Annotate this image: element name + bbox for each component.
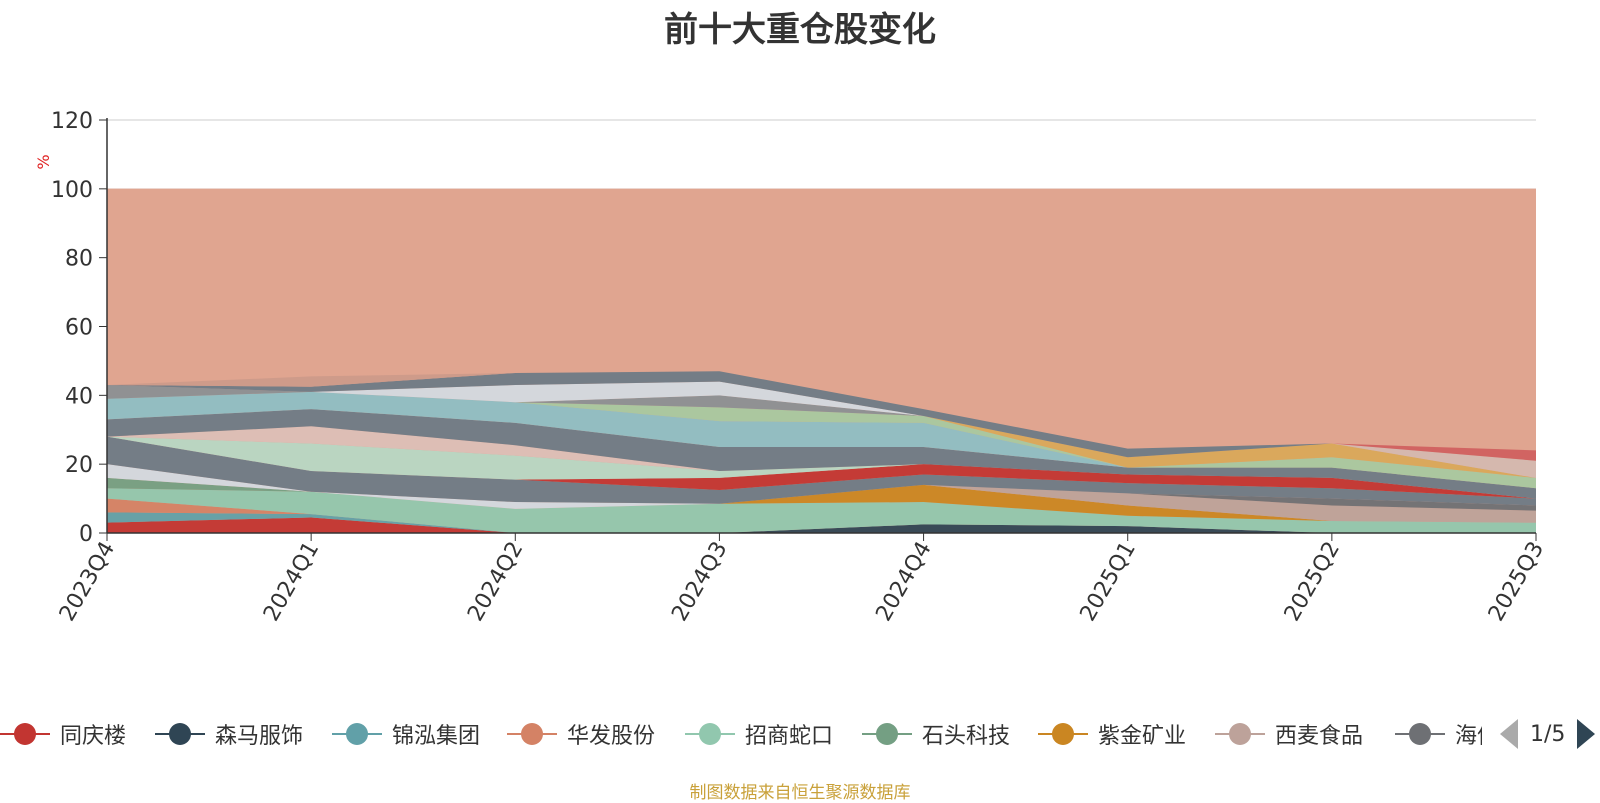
legend-marker-icon — [862, 722, 912, 746]
legend-label: 紫金矿业 — [1098, 724, 1187, 749]
legend-item[interactable]: 石头科技 — [862, 714, 1010, 754]
area-band-9 — [107, 391, 1536, 478]
area-band-16 — [107, 371, 1536, 451]
legend-item[interactable]: 招商蛇口 — [685, 714, 833, 754]
legend-marker-icon — [507, 722, 557, 746]
area-band-3 — [107, 436, 1536, 499]
legend-label: 华发股份 — [567, 724, 656, 749]
area-同庆楼 — [107, 517, 1536, 533]
x-tick-label: 2025Q1 — [1076, 538, 1141, 626]
legend-label: 锦泓集团 — [392, 724, 481, 749]
area-西麦食品 — [107, 477, 1536, 523]
x-tick-label: 2025Q3 — [1484, 538, 1549, 626]
area-band-2 — [107, 436, 1536, 506]
y-tick-label: 20 — [65, 453, 93, 478]
x-tick-label: 2023Q4 — [55, 538, 120, 626]
legend-pager: 1/5 — [1500, 714, 1596, 754]
legend-marker-icon — [1395, 722, 1445, 746]
x-tick-label: 2024Q1 — [259, 538, 324, 626]
legend-marker-icon — [1215, 722, 1265, 746]
legend-item[interactable]: 华发股份 — [507, 714, 655, 754]
legend: 同庆楼 森马服饰 锦泓集团 华发股份 招商蛇口 石头科技 紫金矿业 西麦食品 海信 1/5 — [0, 714, 1600, 754]
y-tick-label: 0 — [79, 522, 93, 547]
legend-label: 招商蛇口 — [745, 724, 834, 749]
area-锦泓集团 — [107, 512, 1536, 533]
legend-label: 海信 — [1455, 724, 1482, 749]
legend-item[interactable]: 西麦食品 — [1215, 714, 1363, 754]
x-tick-label: 2024Q2 — [463, 538, 528, 626]
legend-item[interactable]: 海信 — [1395, 714, 1482, 754]
y-axis-unit: % — [34, 154, 53, 169]
legend-marker-icon — [332, 722, 382, 746]
data-source-note: 制图数据来自恒生聚源数据库 — [689, 783, 911, 803]
area-招商蛇口 — [107, 488, 1536, 533]
y-tick-label: 60 — [65, 316, 93, 341]
legend-items: 同庆楼 森马服饰 锦泓集团 华发股份 招商蛇口 石头科技 紫金矿业 西麦食品 海信 — [0, 714, 1482, 754]
legend-label: 西麦食品 — [1275, 724, 1364, 749]
area-band-11 — [107, 381, 1536, 478]
legend-marker-icon — [155, 722, 205, 746]
area-band-5 — [107, 426, 1536, 499]
legend-label: 森马服饰 — [215, 724, 304, 749]
legend-marker-icon — [0, 722, 50, 746]
area-森马服饰 — [107, 517, 1536, 533]
legend-item[interactable]: 紫金矿业 — [1038, 714, 1186, 754]
area-band-6 — [107, 409, 1536, 499]
y-tick-label: 100 — [51, 178, 93, 203]
area-band-4 — [107, 436, 1536, 499]
area-band-10 — [107, 381, 1536, 478]
y-tick-label: 120 — [51, 109, 93, 134]
area-layer — [107, 188, 1536, 534]
area-band-7 — [107, 391, 1536, 489]
x-tick-label: 2025Q2 — [1280, 538, 1345, 626]
legend-item[interactable]: 同庆楼 — [0, 714, 126, 754]
legend-page-indicator: 1/5 — [1530, 721, 1566, 747]
legend-item[interactable]: 锦泓集团 — [332, 714, 480, 754]
legend-marker-icon — [685, 722, 735, 746]
area-紫金矿业 — [107, 477, 1536, 523]
y-tick-label: 80 — [65, 247, 93, 272]
legend-next-page-icon[interactable] — [1577, 719, 1596, 749]
x-tick-label: 2024Q4 — [871, 538, 936, 626]
legend-label: 同庆楼 — [60, 724, 127, 749]
legend-prev-page-icon[interactable] — [1500, 719, 1518, 749]
legend-marker-icon — [1038, 722, 1088, 746]
x-tick-label: 2024Q3 — [667, 538, 732, 626]
y-tick-label: 40 — [65, 384, 93, 409]
legend-item[interactable]: 森马服饰 — [155, 714, 303, 754]
legend-label: 石头科技 — [922, 724, 1011, 749]
chart-title: 前十大重仓股变化 — [664, 10, 936, 50]
